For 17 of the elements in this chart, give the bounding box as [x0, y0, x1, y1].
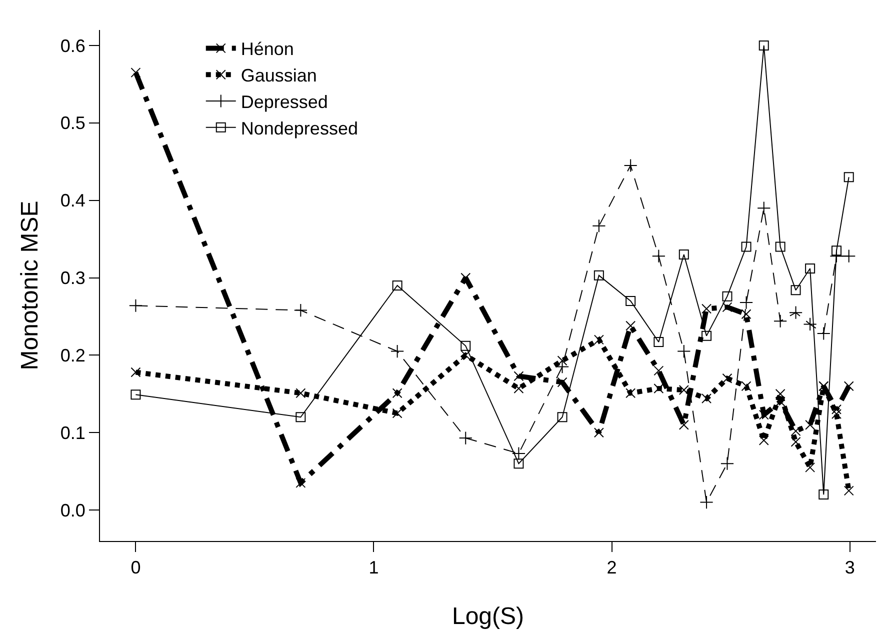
y-tick-label: 0.6	[60, 36, 86, 56]
y-tick-label: 0.4	[60, 190, 86, 211]
legend-label: Nondepressed	[240, 118, 358, 138]
x-tick-label: 3	[844, 558, 855, 578]
y-tick-label: 0.2	[60, 345, 86, 366]
legend-label: Depressed	[240, 92, 328, 112]
x-tick-label: 1	[368, 558, 379, 578]
legend-label: Gaussian	[240, 66, 317, 86]
y-tick-label: 0.3	[60, 268, 86, 288]
x-axis-title: Log(S)	[452, 602, 524, 630]
y-tick-label: 0.0	[60, 500, 86, 520]
y-tick-label: 0.5	[60, 113, 86, 134]
y-axis-title: Monotonic MSE	[16, 200, 44, 370]
y-tick-label: 0.1	[60, 422, 86, 443]
x-tick-label: 0	[130, 558, 141, 578]
x-tick-label: 2	[606, 558, 617, 578]
legend-label: Hénon	[240, 39, 294, 60]
